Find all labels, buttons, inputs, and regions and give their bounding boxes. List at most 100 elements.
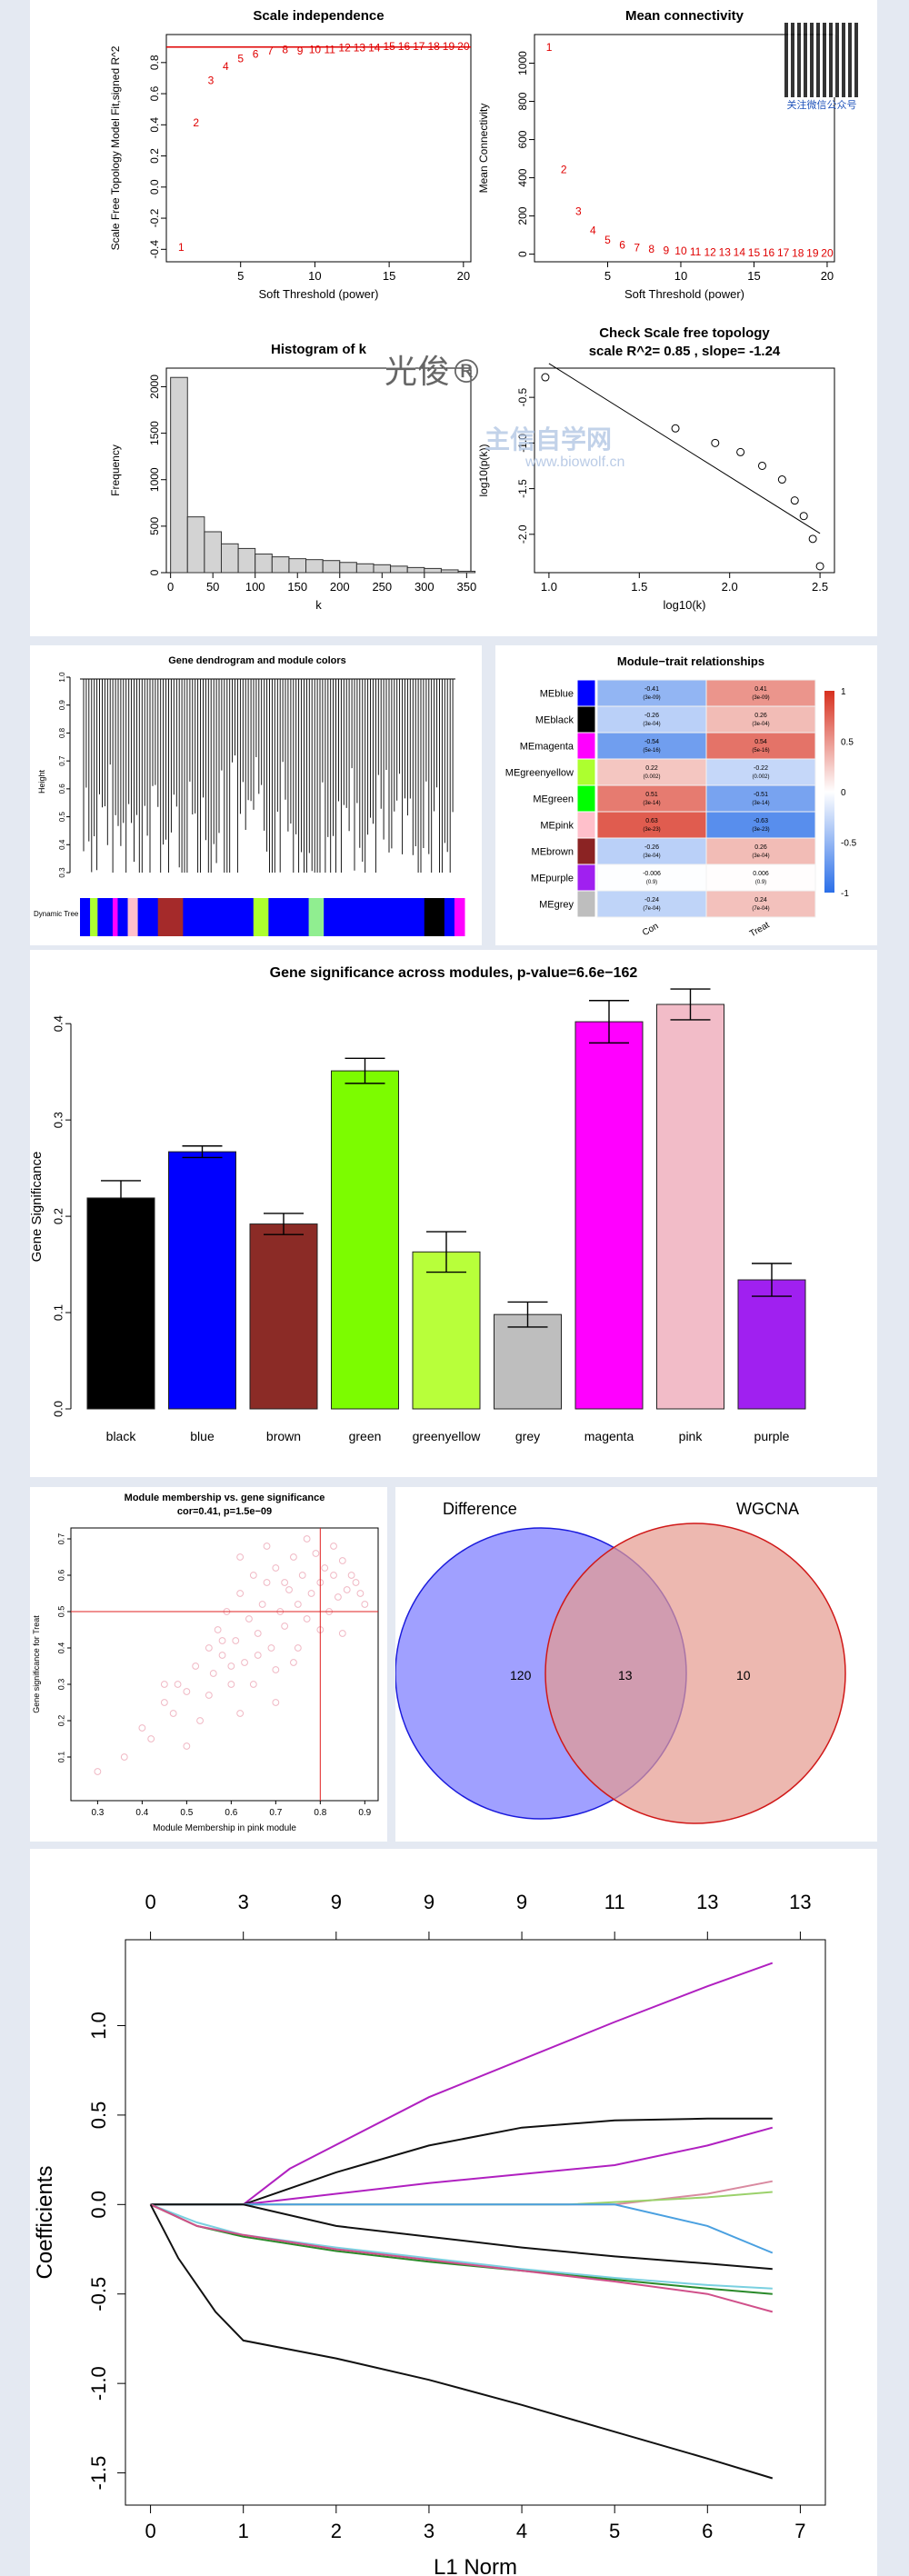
data-point-label: 19 [806,246,819,259]
data-point [94,1768,102,1775]
cell-value: -0.24 [644,897,659,904]
data-point-label: 11 [325,43,336,55]
x-tick-label: 0.8 [314,1808,326,1818]
coefficient-path-7 [150,2203,773,2271]
data-point [169,1710,177,1717]
venn-left-count: 120 [510,1668,532,1682]
qr-code [784,23,859,97]
module-color-box [576,679,596,707]
data-point [294,1644,302,1652]
y-tick-label: 0.2 [148,148,161,164]
chart-subtitle: scale R^2= 0.85 , slope= -1.24 [589,344,781,359]
module-trait-panel: Module−trait relationships MEblue -0.41 (3e… [495,645,877,945]
coefficient-path-2 [150,2117,773,2206]
plot-frame [165,34,472,263]
module-color-box [576,705,596,734]
x-tick-label: 50 [206,580,219,594]
cell-value: -0.006 [643,871,661,877]
category-label: green [349,1429,382,1443]
data-point [290,1553,297,1561]
watermark-name: 光俊® [385,354,484,391]
histogram-bar [440,569,459,574]
module-color-box [576,784,596,813]
data-point [249,1572,257,1579]
module-color-box [576,811,596,839]
y-tick-label: 0.6 [148,85,161,101]
module-color-segment [80,898,91,936]
plot-frame [125,1939,826,2506]
y-tick-label: 0.5 [56,1606,65,1618]
dendrogram-svg: Gene dendrogram and module colors Height 0… [34,655,465,936]
watermark-site: 主信自学网 [484,424,613,454]
x-tick-label: 1.0 [541,580,557,594]
y-tick-label: -2.0 [516,524,529,544]
x-tick-label: 7 [794,2520,805,2542]
module-color-box [576,837,596,865]
cell-value: -0.26 [644,713,659,719]
data-point [236,1590,245,1597]
x-tick-label: 15 [747,269,760,283]
venn-left-label: Difference [443,1500,517,1518]
venn-right-count: 10 [736,1668,751,1682]
data-point-label: 9 [297,45,304,57]
data-point [218,1652,226,1659]
data-point-label: 1 [178,241,185,254]
data-point [120,1753,128,1761]
data-point [183,1688,191,1695]
module-color-segment [127,898,139,936]
y-tick-label: 0.4 [58,839,66,850]
x-tick-label: 0.6 [225,1808,237,1818]
histogram-bar [170,376,188,574]
venn-right-circle [544,1523,846,1824]
x-axis-label: k [315,598,322,612]
venn-overlap-count: 13 [618,1668,633,1682]
y-tick-label: 0.2 [56,1715,65,1727]
heatmap-cell [596,705,707,734]
y-tick-label: 0.1 [56,1752,65,1763]
data-point [330,1543,337,1550]
bar-black [86,1197,155,1410]
x-axis-label: log10(k) [664,598,706,612]
y-tick-label: 0.4 [51,1015,65,1032]
bar-blue [168,1151,236,1410]
data-point-label: 17 [777,246,790,259]
data-point-label: 7 [267,45,274,57]
heatmap-cell [596,758,707,786]
module-color-segment [324,898,425,936]
category-label: black [106,1429,137,1443]
category-label: pink [679,1429,704,1443]
x-tick-label: 0 [145,2520,155,2542]
x-tick-label: 0 [167,580,174,594]
cell-value: -0.63 [754,818,768,824]
y-tick-label: 0.0 [87,2191,110,2219]
coefficient-path-8 [150,2203,773,2290]
bar-green [331,1070,399,1410]
lasso-svg: 0 1 2 3 4 5 6 7 0 3 9 9 9 11 13 13 -1.5 -1.0 -0.5 0.0 0.5 1.0… [33,1891,826,2576]
top-tick-label: 3 [238,1891,249,1913]
x-tick-label: 0.7 [269,1808,282,1818]
data-point-label: 18 [792,246,804,259]
module-color-segment [112,898,118,936]
data-point-label: 4 [590,225,596,237]
histogram-bar [322,560,341,574]
data-point-label: 16 [763,246,775,259]
data-point-label: 6 [253,47,259,60]
data-point [335,1593,342,1601]
lasso-panel: 0 1 2 3 4 5 6 7 0 3 9 9 9 11 13 13 -1.5 -1.0 -0.5 0.0 0.5 1.0… [30,1849,877,2576]
x-tick-label: 20 [457,269,470,283]
y-tick-label: 0.5 [58,811,66,822]
cell-value: -0.22 [754,765,768,772]
data-point-label: 13 [354,42,366,55]
bar-grey [494,1313,562,1410]
heatmap-cell [596,732,707,760]
chart-title: Check Scale free topology [599,325,770,341]
data-point [183,1742,191,1750]
membership-panel: Module membership vs. gene significance c… [30,1487,387,1842]
data-point [236,1710,245,1717]
data-point [294,1601,302,1608]
x-tick-label: 150 [287,580,307,594]
data-point-label: 19 [443,40,455,53]
chart-title: Mean connectivity [625,8,744,24]
data-point-label: 10 [309,43,322,55]
cell-pvalue: (0.9) [755,880,766,885]
